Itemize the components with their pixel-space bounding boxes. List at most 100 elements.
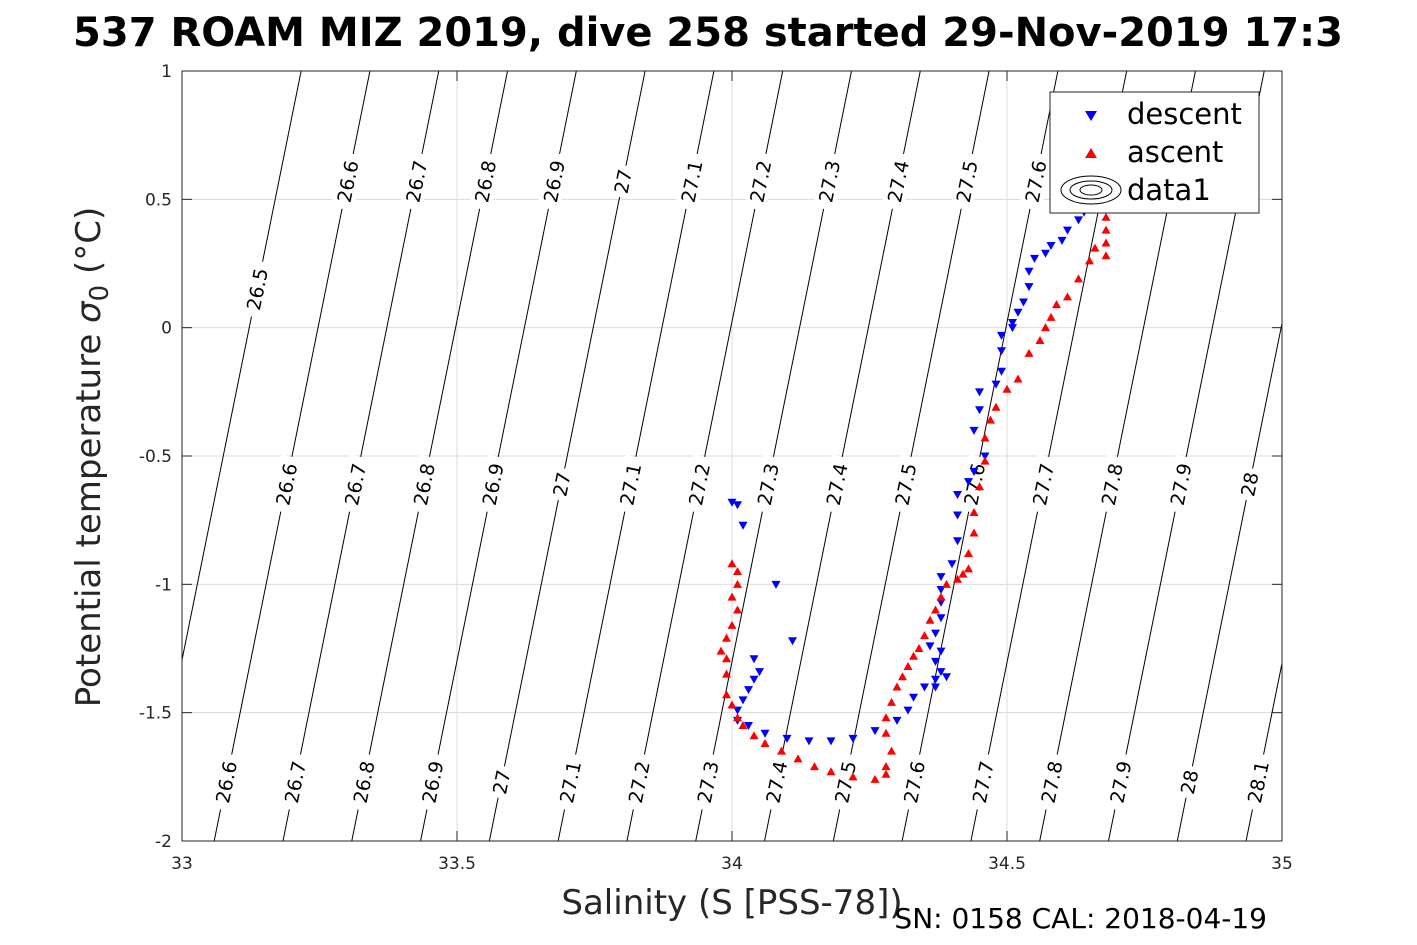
descent-point [1013, 308, 1023, 317]
isopycnal-label-top-gap [331, 151, 364, 211]
x-axis-label: Salinity (S [PSS-78]) [561, 883, 902, 923]
ascent-point [942, 579, 951, 588]
legend: descent ascent data1 [1049, 91, 1260, 214]
descent-point [969, 426, 979, 435]
descent-point [870, 727, 880, 736]
isopycnal-label-middle-gap [751, 454, 785, 514]
ascent-point [793, 754, 803, 763]
isopycnal-label-bottom-gap [416, 752, 449, 812]
descent-point [953, 537, 962, 546]
descent-point [936, 614, 946, 623]
axis-ticks: 33 33.5 34 34.5 35 1 0.5 0 -0.5 -1 -1.5 -2 [139, 62, 1293, 874]
isopycnal-label-middle-gap [682, 454, 716, 514]
descent-point [969, 467, 979, 476]
descent-point [733, 706, 742, 715]
ascent-point [1063, 292, 1072, 301]
descent-point [997, 347, 1006, 356]
isopycnal-label-bottom-gap [1175, 764, 1204, 800]
descent-point [1041, 249, 1050, 258]
ascent-point [920, 631, 929, 640]
descent-point [744, 722, 753, 730]
ascent-point [980, 456, 990, 465]
descent-point [738, 521, 748, 530]
descent-point [953, 491, 962, 499]
isopycnal-line [181, 70, 302, 661]
ascent-point [936, 592, 946, 601]
isopycnal-label-bottom: 27 [487, 764, 516, 800]
ascent-point [777, 746, 786, 755]
y-tick-label: -1.5 [139, 704, 172, 724]
ascent-point [1101, 251, 1111, 260]
descent-point [1074, 216, 1083, 225]
isopycnal-label-bottom-gap [553, 752, 587, 812]
descent-point [1008, 319, 1017, 328]
ascent-point [826, 767, 836, 776]
descent-point [925, 642, 935, 651]
ascent-point [727, 620, 737, 629]
isopycnal-label-top-gap [950, 151, 984, 211]
isopycnal-label-bottom-gap [897, 752, 931, 812]
isopycnal-label-bottom-gap [278, 752, 312, 812]
ascent-point [969, 507, 979, 516]
isopycnal-label-bottom-gap [487, 764, 516, 800]
isopycnal-label-bottom: 28 [1175, 764, 1204, 800]
descent-point [942, 673, 951, 682]
isopycnal-label-top-gap [400, 151, 433, 211]
descent-point [997, 367, 1006, 376]
ascent-point [722, 669, 731, 678]
legend-data1-contour-icon [1060, 175, 1122, 205]
isopycnal-line [488, 70, 646, 842]
isopycnal-label-middle-gap [957, 454, 991, 514]
ascent-point [931, 605, 940, 614]
ascent-point [749, 731, 759, 740]
isopycnal-label-middle-text: 28 [1237, 470, 1263, 498]
descent-point [975, 388, 984, 397]
y-axis-label: Potential temperature σ0 (°C) [69, 207, 115, 707]
ascent-point [1013, 374, 1023, 383]
ascent-point [716, 646, 726, 655]
ascent-point [1101, 225, 1111, 234]
isopycnal-line [1245, 663, 1283, 842]
ascent-point [1090, 243, 1100, 252]
descent-point [744, 686, 753, 695]
descent-point [903, 706, 913, 715]
isopycnal-label-bottom-gap [691, 752, 725, 812]
descent-point [931, 657, 940, 666]
descent-point [936, 647, 946, 656]
ascent-point [958, 569, 968, 578]
descent-point [1057, 236, 1067, 245]
legend-box [1049, 91, 1260, 214]
ascent-point [1085, 256, 1094, 265]
isopycnal-label-top: 26.7 [400, 151, 433, 211]
descent-point [1008, 324, 1017, 333]
ascent-point [881, 769, 891, 778]
isopycnal-label-bottom-gap [622, 752, 656, 812]
descent-point [755, 668, 764, 677]
ascent-point [1002, 384, 1012, 393]
series-ascent [716, 212, 1111, 783]
ascent-point [887, 697, 896, 706]
y-tick-label: -1 [155, 575, 172, 595]
descent-point [931, 629, 940, 638]
isopycnal-label-middle-gap [613, 454, 647, 514]
isopycnal-line [1176, 323, 1283, 842]
ascent-point [964, 549, 973, 558]
ascent-point [1101, 238, 1111, 247]
ascent-point [1101, 212, 1111, 221]
descent-point [782, 734, 792, 743]
y-axis-label-text: Potential temperature [69, 323, 109, 707]
descent-point [760, 729, 770, 738]
legend-ascent-label: ascent [1127, 135, 1223, 169]
ascent-point [722, 633, 731, 642]
isopycnal-label-top-text: 27 [611, 168, 637, 196]
isopycnal-label-middle-gap [270, 454, 303, 514]
descent-point [931, 683, 940, 692]
isopycnal-label-top-gap [744, 151, 777, 211]
x-tick-label: 35 [1271, 854, 1293, 874]
isopycnal-label-middle-gap [547, 466, 576, 503]
isopycnal-label-middle: 28 [1235, 466, 1264, 503]
descent-point [1030, 254, 1039, 263]
ascent-point [881, 728, 891, 737]
descent-point [947, 560, 957, 569]
